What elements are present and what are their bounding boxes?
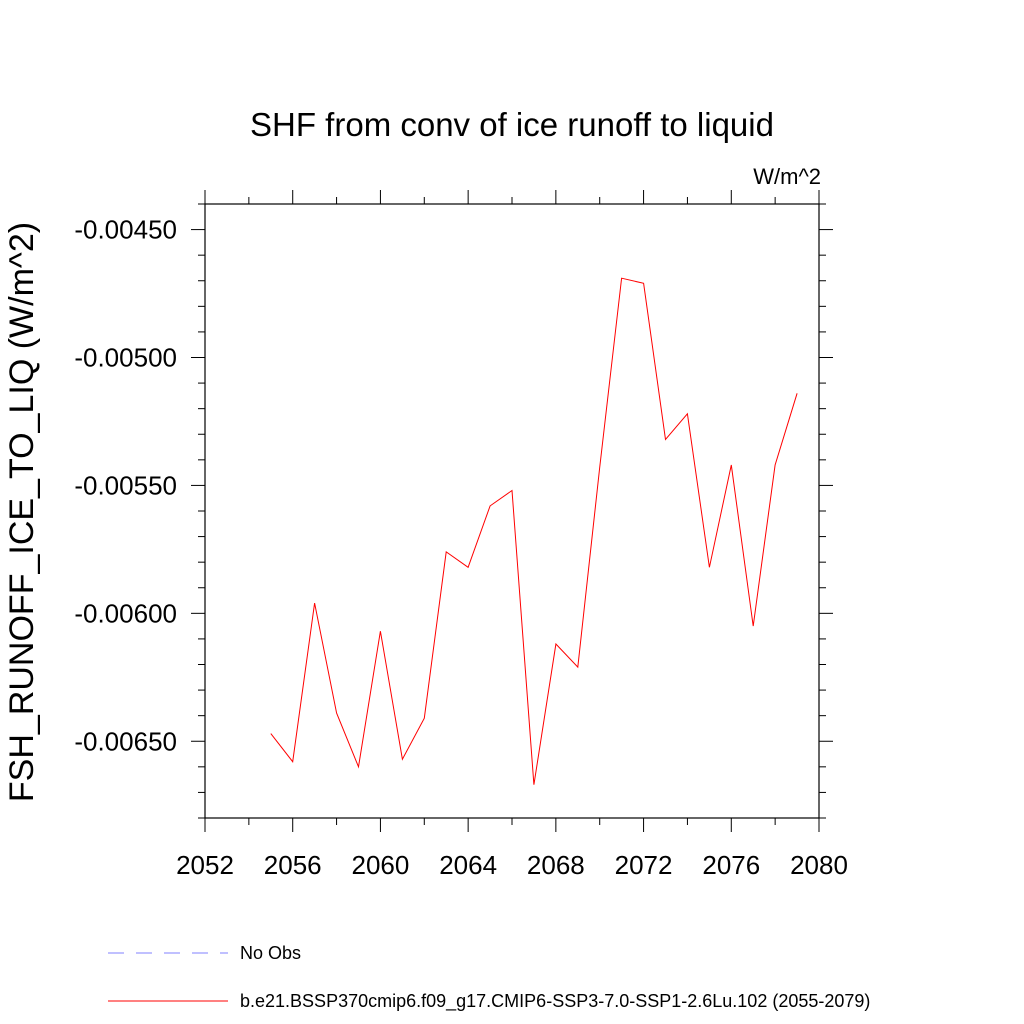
y-tick-label: -0.00550 bbox=[74, 470, 177, 500]
x-tick-label: 2076 bbox=[702, 850, 760, 880]
legend-label-no-obs: No Obs bbox=[240, 943, 301, 963]
y-tick-label: -0.00500 bbox=[74, 343, 177, 373]
x-tick-label: 2080 bbox=[790, 850, 848, 880]
y-axis-label: FSH_RUNOFF_ICE_TO_LIQ (W/m^2) bbox=[3, 222, 41, 802]
series-line-1 bbox=[270, 277, 798, 785]
axis-ticks bbox=[191, 190, 833, 832]
units-label: W/m^2 bbox=[753, 164, 821, 189]
axis-tick-labels: 2052 2056 2060 2064 2068 2072 2076 2080 -0.00450… bbox=[74, 215, 848, 880]
x-tick-label: 2056 bbox=[264, 850, 322, 880]
y-tick-label: -0.00600 bbox=[74, 598, 177, 628]
chart-title: SHF from conv of ice runoff to liquid bbox=[250, 106, 774, 143]
y-tick-label: -0.00650 bbox=[74, 726, 177, 756]
plot-frame bbox=[204, 203, 820, 819]
x-tick-label: 2052 bbox=[176, 850, 234, 880]
x-tick-label: 2064 bbox=[439, 850, 497, 880]
x-tick-label: 2068 bbox=[527, 850, 585, 880]
legend: No Obs b.e21.BSSP370cmip6.f09_g17.CMIP6-… bbox=[108, 943, 870, 1012]
legend-label-model-run: b.e21.BSSP370cmip6.f09_g17.CMIP6-SSP3-7.… bbox=[240, 991, 870, 1012]
x-tick-label: 2072 bbox=[615, 850, 673, 880]
x-tick-label: 2060 bbox=[352, 850, 410, 880]
y-tick-label: -0.00450 bbox=[74, 215, 177, 245]
series-layer bbox=[270, 277, 798, 785]
